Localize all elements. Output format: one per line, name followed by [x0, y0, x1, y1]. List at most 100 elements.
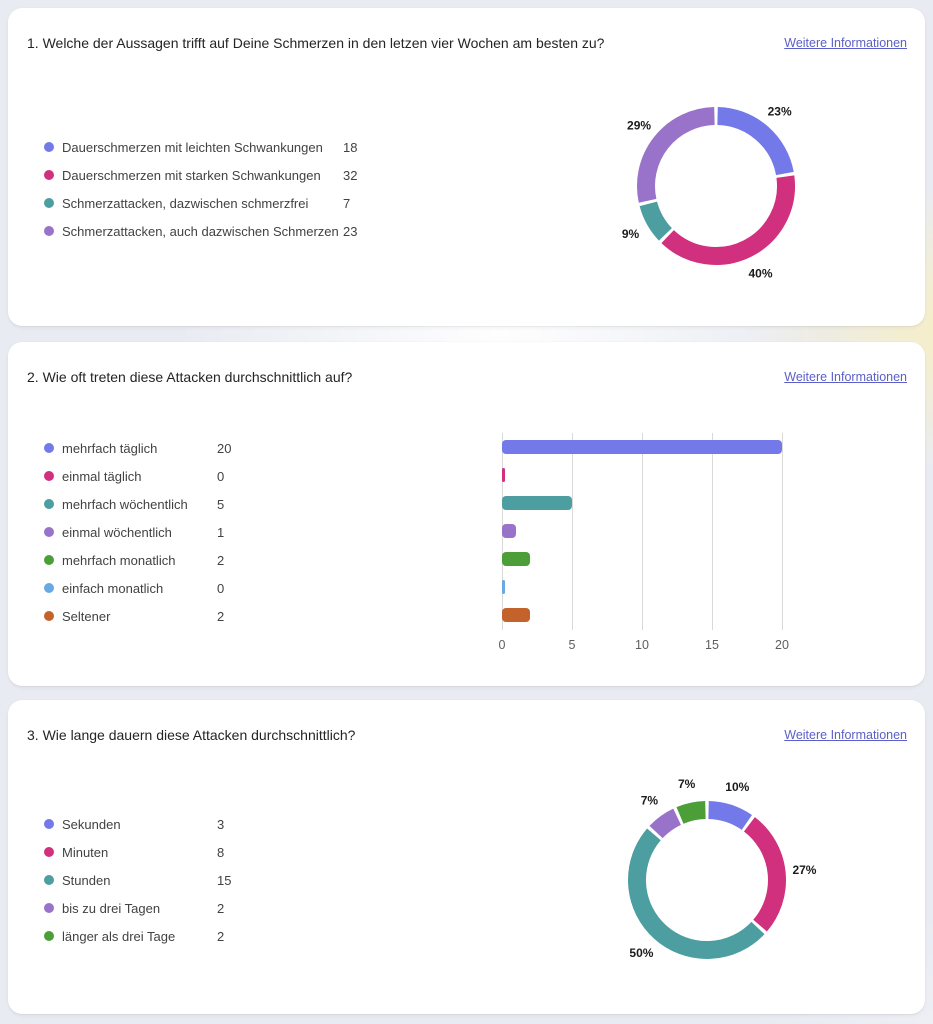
bar [502, 552, 530, 566]
legend-value: 0 [217, 580, 225, 596]
legend-dot-icon [44, 198, 54, 208]
percent-label: 23% [768, 104, 792, 118]
donut-segment [676, 801, 707, 824]
gridline [712, 433, 713, 630]
legend-item: mehrfach wöchentlich 5 [44, 490, 224, 518]
legend-value: 23 [343, 223, 358, 239]
legend-label: Dauerschmerzen mit starken Schwankungen [62, 167, 321, 183]
percent-label: 50% [629, 946, 653, 960]
donut-segment [743, 817, 786, 932]
gridline [572, 433, 573, 630]
legend-label: bis zu drei Tagen [62, 900, 161, 916]
question-title: 3. Wie lange dauern diese Attacken durch… [27, 727, 356, 743]
legend-label: einmal täglich [62, 468, 142, 484]
legend-dot-icon [44, 170, 54, 180]
axis-tick-label: 10 [635, 638, 649, 652]
legend-label: Sekunden [62, 816, 121, 832]
donut-segment [717, 107, 794, 176]
legend-item: Dauerschmerzen mit leichten Schwankungen… [44, 133, 357, 161]
percent-label: 7% [641, 794, 659, 808]
legend-label: Schmerzattacken, auch dazwischen Schmerz… [62, 223, 339, 239]
gridline [642, 433, 643, 630]
legend-item: Sekunden 3 [44, 810, 224, 838]
legend-item: bis zu drei Tagen 2 [44, 894, 224, 922]
bar [502, 496, 572, 510]
bar [502, 524, 516, 538]
legend-dot-icon [44, 611, 54, 621]
legend-value: 0 [217, 468, 225, 484]
bar [502, 608, 530, 622]
legend-item: Minuten 8 [44, 838, 224, 866]
donut-chart: 10% 27% 50% 7% 7% [628, 777, 817, 960]
legend-label: Stunden [62, 872, 111, 888]
percent-label: 9% [622, 227, 640, 241]
legend-label: Seltener [62, 608, 111, 624]
question-card-1: 1. Welche der Aussagen trifft auf Deine … [8, 8, 925, 326]
legend-item: Stunden 15 [44, 866, 231, 894]
question-card-3: 3. Wie lange dauern diese Attacken durch… [8, 700, 925, 1014]
legend-dot-icon [44, 499, 54, 509]
legend-item: Schmerzattacken, dazwischen schmerzfrei 7 [44, 189, 350, 217]
legend-label: Schmerzattacken, dazwischen schmerzfrei [62, 195, 309, 211]
legend-value: 15 [217, 872, 232, 888]
legend-label: mehrfach wöchentlich [62, 496, 188, 512]
legend-value: 5 [217, 496, 225, 512]
legend-dot-icon [44, 847, 54, 857]
legend-value: 20 [217, 440, 232, 456]
legend-dot-icon [44, 583, 54, 593]
legend-value: 2 [217, 900, 225, 916]
gridline [782, 433, 783, 630]
legend-dot-icon [44, 931, 54, 941]
question-title: 1. Welche der Aussagen trifft auf Deine … [27, 35, 605, 51]
percent-label: 27% [792, 863, 816, 877]
legend-item: einmal täglich 0 [44, 462, 224, 490]
percent-label: 10% [725, 780, 749, 794]
legend-label: mehrfach täglich [62, 440, 158, 456]
percent-label: 29% [627, 118, 651, 132]
axis-tick-label: 20 [775, 638, 789, 652]
legend-value: 18 [343, 139, 358, 155]
bar [502, 580, 505, 594]
percent-label: 7% [678, 777, 696, 791]
legend-value: 1 [217, 524, 225, 540]
legend-label: einmal wöchentlich [62, 524, 172, 540]
legend-dot-icon [44, 443, 54, 453]
question-title: 2. Wie oft treten diese Attacken durchsc… [27, 369, 353, 385]
legend-dot-icon [44, 903, 54, 913]
bar [502, 440, 782, 454]
legend-label: Dauerschmerzen mit leichten Schwankungen [62, 139, 323, 155]
more-info-link[interactable]: Weitere Informationen [784, 370, 907, 384]
legend-dot-icon [44, 555, 54, 565]
axis-tick-label: 5 [568, 638, 576, 652]
legend-dot-icon [44, 875, 54, 885]
legend-value: 2 [217, 552, 225, 568]
donut-segment [639, 201, 673, 241]
legend-dot-icon [44, 819, 54, 829]
legend-item: Seltener 2 [44, 602, 224, 630]
legend-dot-icon [44, 226, 54, 236]
donut-segment [707, 801, 752, 831]
bar-chart: 0 5 10 15 20 [499, 433, 852, 652]
bar [502, 468, 505, 482]
legend-label: mehrfach monatlich [62, 552, 176, 568]
legend-item: mehrfach täglich 20 [44, 434, 231, 462]
legend-label: einfach monatlich [62, 580, 164, 596]
legend-item: mehrfach monatlich 2 [44, 546, 224, 574]
legend-label: Minuten [62, 844, 109, 860]
more-info-link[interactable]: Weitere Informationen [784, 728, 907, 742]
legend-value: 3 [217, 816, 225, 832]
axis-tick-label: 15 [705, 638, 719, 652]
donut-segment [637, 107, 715, 203]
answer-legend: mehrfach täglich 20 einmal täglich 0 mehrfac… [44, 434, 231, 630]
legend-item: einfach monatlich 0 [44, 574, 224, 602]
legend-dot-icon [44, 471, 54, 481]
legend-value: 7 [343, 195, 351, 211]
donut-chart: 23% 40% 9% 29% [622, 104, 795, 280]
more-info-link[interactable]: Weitere Informationen [784, 36, 907, 50]
answer-legend: Dauerschmerzen mit leichten Schwankungen… [44, 133, 357, 245]
percent-label: 40% [748, 266, 772, 280]
legend-value: 32 [343, 167, 358, 183]
legend-value: 2 [217, 928, 225, 944]
legend-item: Dauerschmerzen mit starken Schwankungen 3… [44, 161, 357, 189]
